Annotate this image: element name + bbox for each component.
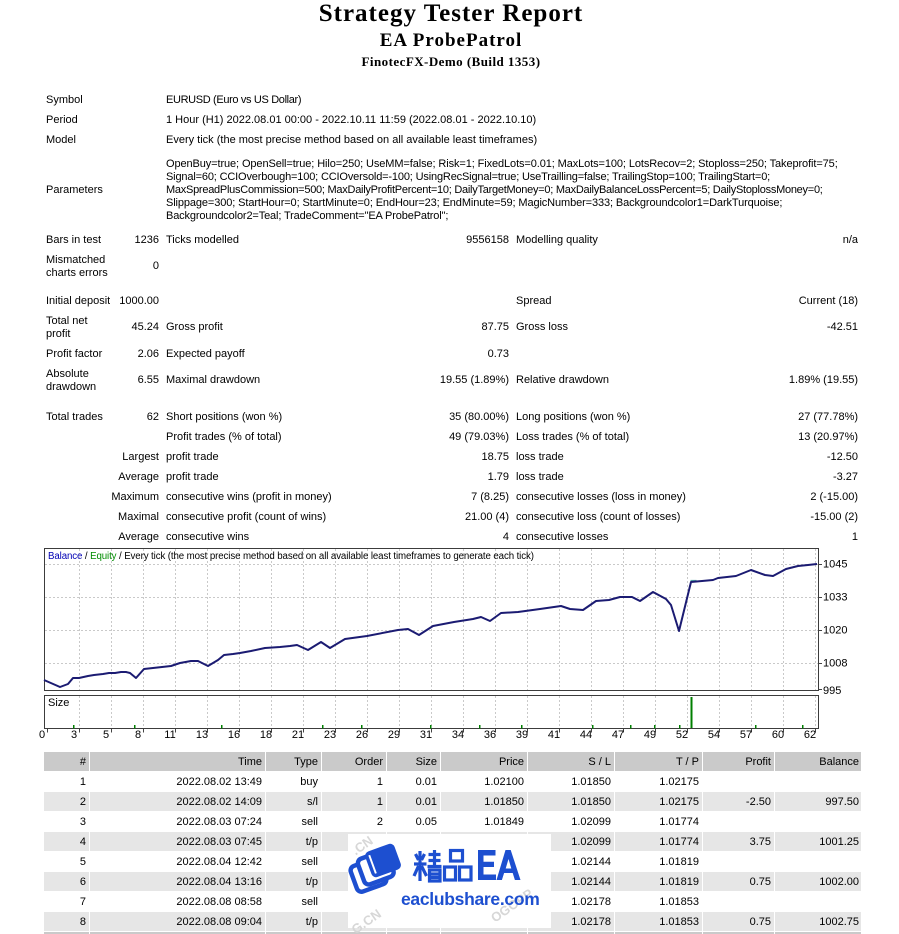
svg-text:1020: 1020 <box>823 625 847 637</box>
svg-text:49: 49 <box>644 729 656 741</box>
svg-text:62: 62 <box>804 729 816 741</box>
svg-text:1008: 1008 <box>823 658 847 670</box>
svg-text:34: 34 <box>452 729 464 741</box>
svg-text:1033: 1033 <box>823 592 847 604</box>
svg-text:0: 0 <box>39 729 45 741</box>
svg-text:41: 41 <box>548 729 560 741</box>
svg-text:39: 39 <box>516 729 528 741</box>
svg-text:57: 57 <box>740 729 752 741</box>
svg-text:18: 18 <box>260 729 272 741</box>
svg-text:60: 60 <box>772 729 784 741</box>
svg-text:13: 13 <box>196 729 208 741</box>
svg-text:52: 52 <box>676 729 688 741</box>
svg-text:Balance / Equity / Every tick: Balance / Equity / Every tick (the most … <box>48 551 534 562</box>
svg-text:Size: Size <box>48 697 69 709</box>
svg-text:8: 8 <box>135 729 141 741</box>
svg-text:995: 995 <box>823 685 841 697</box>
svg-text:16: 16 <box>228 729 240 741</box>
svg-text:26: 26 <box>356 729 368 741</box>
svg-text:47: 47 <box>612 729 624 741</box>
svg-text:36: 36 <box>484 729 496 741</box>
svg-text:1045: 1045 <box>823 559 847 571</box>
svg-text:11: 11 <box>164 729 175 741</box>
svg-text:31: 31 <box>420 729 432 741</box>
svg-text:23: 23 <box>324 729 336 741</box>
svg-text:54: 54 <box>708 729 720 741</box>
svg-text:29: 29 <box>388 729 400 741</box>
svg-text:21: 21 <box>292 729 304 741</box>
svg-text:44: 44 <box>580 729 592 741</box>
svg-text:5: 5 <box>103 729 109 741</box>
svg-text:3: 3 <box>71 729 77 741</box>
svg-text:eaclubshare.com: eaclubshare.com <box>401 889 539 909</box>
